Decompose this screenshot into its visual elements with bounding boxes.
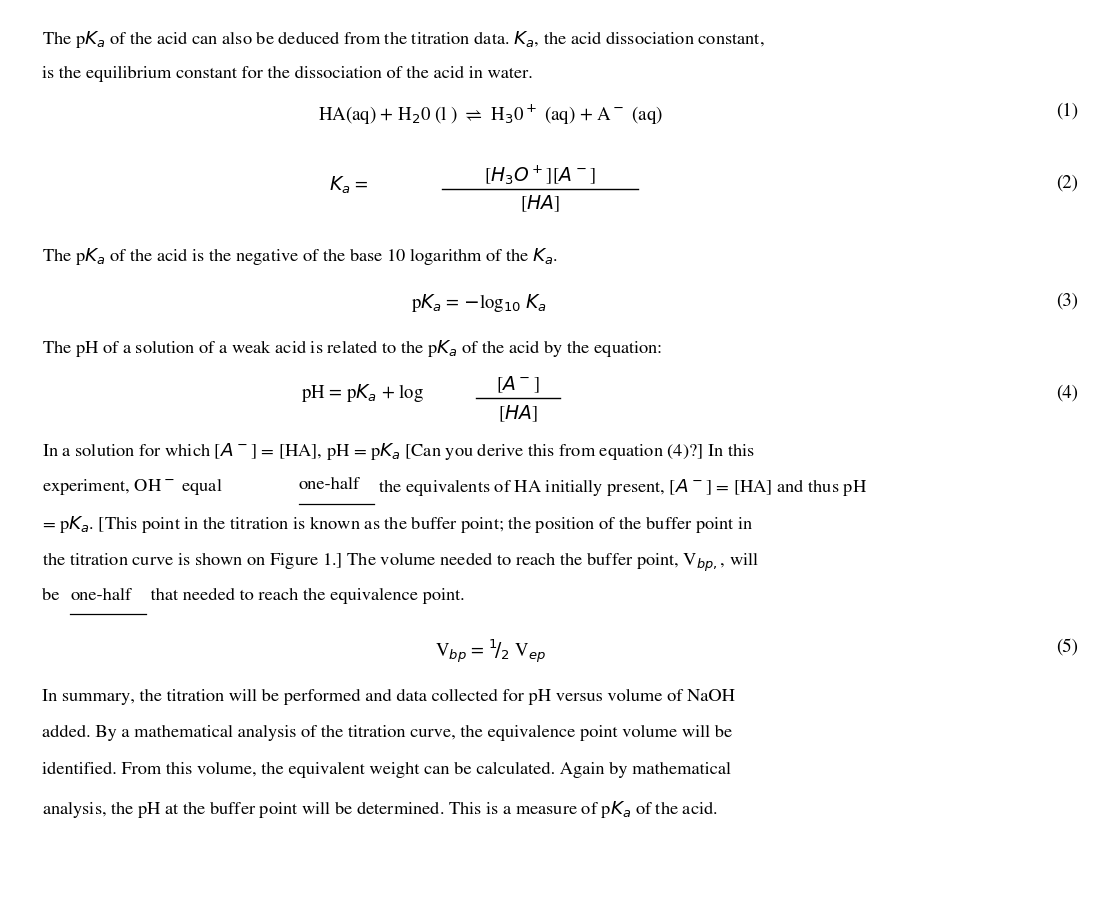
Text: one-half: one-half xyxy=(70,588,131,603)
Text: pH = p$K_a$ + log: pH = p$K_a$ + log xyxy=(301,382,423,404)
Text: one-half: one-half xyxy=(299,477,360,493)
Text: experiment, OH$^-$ equal: experiment, OH$^-$ equal xyxy=(42,477,224,498)
Text: (2): (2) xyxy=(1056,174,1078,192)
Text: (5): (5) xyxy=(1056,638,1078,655)
Text: (4): (4) xyxy=(1056,385,1078,401)
Text: [$HA$]: [$HA$] xyxy=(520,194,560,214)
Text: the titration curve is shown on Figure 1.] The volume needed to reach the buffer: the titration curve is shown on Figure 1… xyxy=(42,551,760,574)
Text: that needed to reach the equivalence point.: that needed to reach the equivalence poi… xyxy=(146,588,465,603)
Text: be: be xyxy=(42,588,65,603)
Text: The p$K_a$ of the acid can also be deduced from the titration data. $K_a$, the a: The p$K_a$ of the acid can also be deduc… xyxy=(42,29,765,50)
Text: In summary, the titration will be performed and data collected for pH versus vol: In summary, the titration will be perfor… xyxy=(42,688,735,704)
Text: HA(aq) + H$_2$0 (l ) $\mathdefault{\rightleftharpoons}$ H$_3$0$^+$ (aq) + A$^-$ : HA(aq) + H$_2$0 (l ) $\mathdefault{\righ… xyxy=(317,103,663,127)
Text: [$A^-$]: [$A^-$] xyxy=(496,375,540,395)
Text: = p$K_a$. [This point in the titration is known as the buffer point; the positio: = p$K_a$. [This point in the titration i… xyxy=(42,514,754,535)
Text: [$H_3O^+$][$A^-$]: [$H_3O^+$][$A^-$] xyxy=(485,163,596,186)
Text: $K_a$ =: $K_a$ = xyxy=(329,174,368,196)
Text: identified. From this volume, the equivalent weight can be calculated. Again by : identified. From this volume, the equiva… xyxy=(42,762,731,778)
Text: (1): (1) xyxy=(1056,103,1078,120)
Text: V$_{bp}$ = $^1\!/$$_2$ V$_{ep}$: V$_{bp}$ = $^1\!/$$_2$ V$_{ep}$ xyxy=(434,638,546,666)
Text: (3): (3) xyxy=(1056,292,1078,309)
Text: [$HA$]: [$HA$] xyxy=(498,404,538,424)
Text: In a solution for which [$A^-$] = [HA], pH = p$K_a$ [Can you derive this from eq: In a solution for which [$A^-$] = [HA], … xyxy=(42,441,755,462)
Text: p$K_a$ = $-$log$_{10}$ $K_a$: p$K_a$ = $-$log$_{10}$ $K_a$ xyxy=(411,292,547,314)
Text: the equivalents of HA initially present, [$A^-$] = [HA] and thus pH: the equivalents of HA initially present,… xyxy=(374,477,868,498)
Text: is the equilibrium constant for the dissociation of the acid in water.: is the equilibrium constant for the diss… xyxy=(42,66,534,82)
Text: added. By a mathematical analysis of the titration curve, the equivalence point : added. By a mathematical analysis of the… xyxy=(42,725,733,741)
Text: The p$K_a$ of the acid is the negative of the base 10 logarithm of the $K_a$.: The p$K_a$ of the acid is the negative o… xyxy=(42,246,558,267)
Text: analysis, the pH at the buffer point will be determined. This is a measure of p$: analysis, the pH at the buffer point wil… xyxy=(42,799,719,820)
Text: The pH of a solution of a weak acid is related to the p$K_a$ of the acid by the : The pH of a solution of a weak acid is r… xyxy=(42,338,663,359)
